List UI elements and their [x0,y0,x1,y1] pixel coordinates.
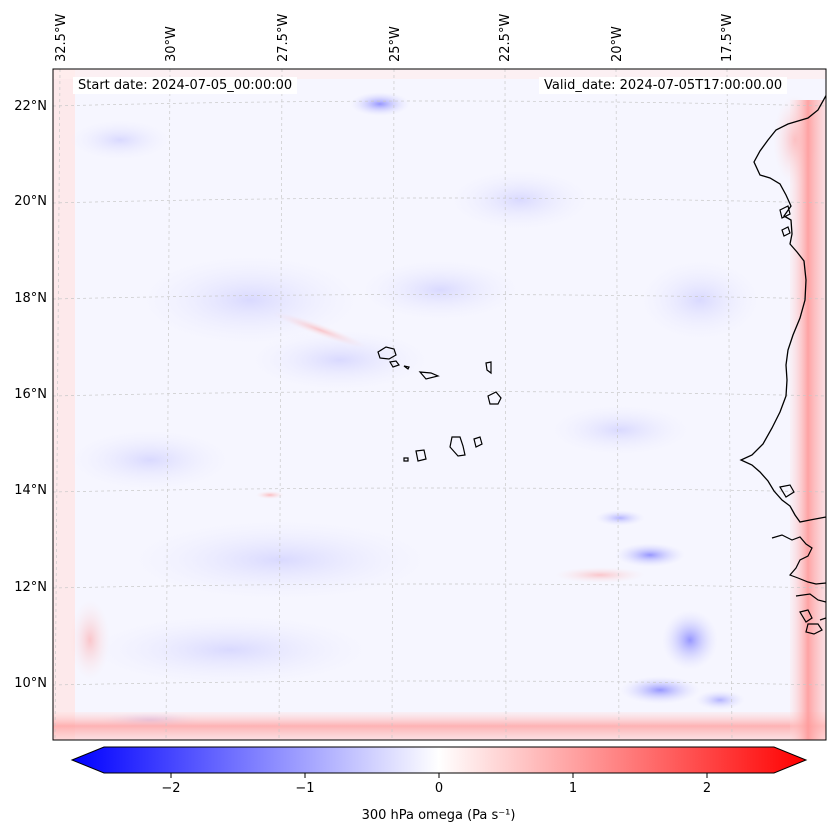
lat-label-20n: 20°N [14,194,47,209]
colorbar-body [70,746,808,774]
lat-label-10n: 10°N [14,676,47,691]
lat-label-12n: 12°N [14,580,47,595]
colorbar-tick-marks [170,773,708,778]
cape-verde-islands [377,346,502,462]
coastline-detail-2 [795,593,826,635]
colorbar-tick-label: 1 [568,781,578,796]
colorbar-tick-label: −2 [161,781,181,796]
colorbar [70,746,808,778]
map-border [52,68,827,741]
omega-left-edge [53,69,75,740]
africa-coastline [739,69,826,523]
colorbar-label: 300 hPa omega (Pa s⁻¹) [361,808,516,823]
lat-label-18n: 18°N [14,291,47,306]
colorbar-tick-label: 2 [702,781,712,796]
omega-red-patches [70,95,817,680]
start-date-label: Start date: 2024-07-05_00:00:00 [73,77,298,94]
lat-label-16n: 16°N [14,387,47,402]
colorbar-tick-label: 0 [434,781,444,796]
lat-label-14n: 14°N [14,483,47,498]
omega-right-red-band [790,100,826,740]
coastline-detail-1 [771,205,826,585]
omega-bottom-red-band [53,712,826,740]
graticule [53,69,826,740]
valid-date-label: Valid_date: 2024-07-05T17:00:00.00 [539,77,788,94]
omega-top-edge [53,69,826,79]
lat-label-22n: 22°N [14,99,47,114]
colorbar-tick-label: −1 [295,781,315,796]
